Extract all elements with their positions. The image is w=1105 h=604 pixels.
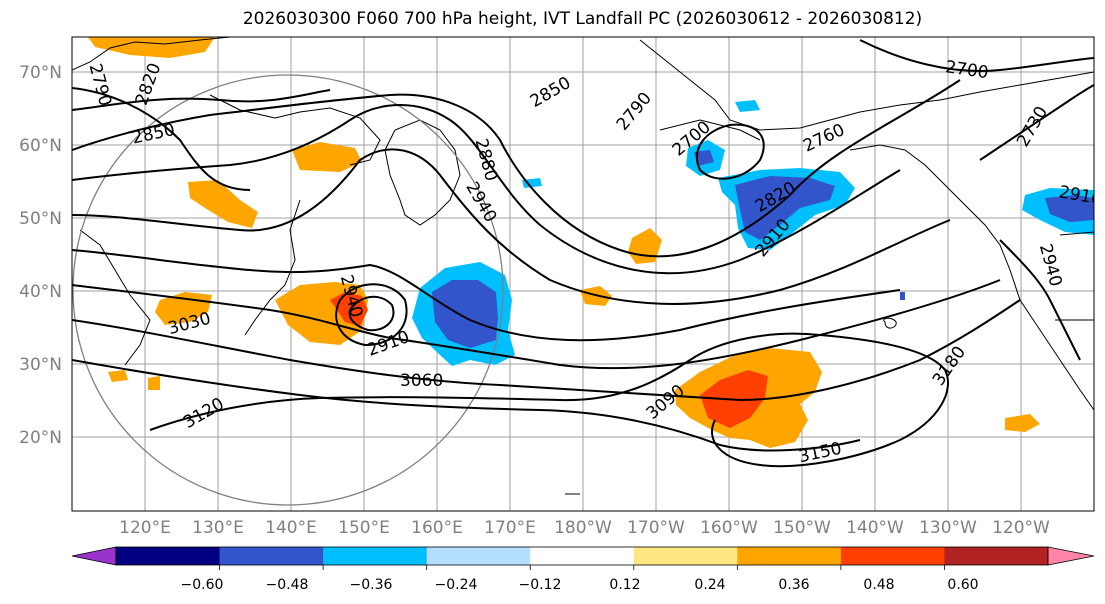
colorbar-label: −0.24 bbox=[435, 577, 478, 593]
colorbar-segments bbox=[71, 546, 1095, 566]
lon-label: 120°E bbox=[119, 518, 171, 538]
colorbar-segment bbox=[633, 547, 738, 565]
lon-label: 180°W bbox=[554, 518, 612, 538]
colorbar-arrow-right bbox=[1047, 546, 1095, 566]
colorbar-segment bbox=[426, 547, 531, 565]
lat-label: 40°N bbox=[19, 282, 62, 302]
colorbar-label: −0.48 bbox=[266, 577, 309, 593]
lon-label: 170°E bbox=[484, 518, 536, 538]
lon-label: 150°W bbox=[773, 518, 831, 538]
lon-label: 130°W bbox=[919, 518, 977, 538]
colorbar-segment bbox=[116, 547, 221, 565]
colorbar-label: 0.60 bbox=[947, 577, 978, 593]
colorbar-segment bbox=[219, 547, 324, 565]
colorbar-label: 0.48 bbox=[863, 577, 894, 593]
map-frame bbox=[71, 36, 1095, 512]
lon-label: 150°E bbox=[338, 518, 390, 538]
lon-label: 140°W bbox=[846, 518, 904, 538]
lon-label: 130°E bbox=[192, 518, 244, 538]
colorbar-label: 0.36 bbox=[778, 577, 809, 593]
colorbar-segment bbox=[840, 547, 945, 565]
lon-label: 160°W bbox=[700, 518, 758, 538]
colorbar-label: −0.36 bbox=[350, 577, 393, 593]
lon-label: 140°E bbox=[265, 518, 317, 538]
lon-label: 120°W bbox=[992, 518, 1050, 538]
colorbar-label: −0.60 bbox=[181, 577, 224, 593]
colorbar-segment bbox=[737, 547, 842, 565]
lat-label: 20°N bbox=[19, 428, 62, 448]
lon-label: 160°E bbox=[411, 518, 463, 538]
colorbar-label: 0.24 bbox=[694, 577, 725, 593]
gridlines bbox=[72, 37, 1094, 511]
colorbar-segment bbox=[944, 547, 1049, 565]
lon-label: 170°W bbox=[627, 518, 685, 538]
lat-label: 50°N bbox=[19, 209, 62, 229]
lat-label: 70°N bbox=[19, 63, 62, 83]
latitude-labels: 70°N 60°N 50°N 40°N 30°N 20°N bbox=[19, 63, 62, 448]
longitude-labels: 120°E 130°E 140°E 150°E 160°E 170°E 180°… bbox=[119, 518, 1050, 538]
colorbar-labels: −0.60 −0.48 −0.36 −0.24 −0.12 0.12 0.24 … bbox=[181, 577, 979, 593]
lat-label: 60°N bbox=[19, 136, 62, 156]
map-title: 2026030300 F060 700 hPa height, IVT Land… bbox=[242, 9, 923, 29]
colorbar-label: 0.12 bbox=[609, 577, 640, 593]
range-circle bbox=[72, 74, 504, 506]
colorbar-arrow-left bbox=[71, 546, 117, 566]
height-contours bbox=[72, 39, 1094, 468]
colorbar-segment bbox=[530, 547, 635, 565]
colorbar-ticks bbox=[219, 565, 945, 570]
colorbar-label: −0.12 bbox=[519, 577, 562, 593]
lat-label: 30°N bbox=[19, 355, 62, 375]
colorbar: −0.60 −0.48 −0.36 −0.24 −0.12 0.12 0.24 … bbox=[71, 546, 1095, 593]
contour-label: 3060 bbox=[400, 371, 443, 391]
colorbar-segment bbox=[323, 547, 428, 565]
